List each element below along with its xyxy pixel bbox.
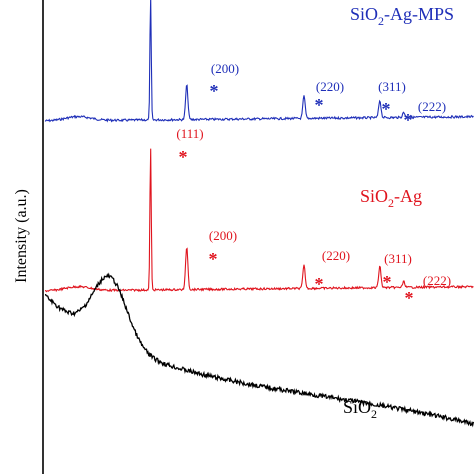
peak-marker-sio2-ag-4: *: [405, 288, 414, 308]
peak-marker-sio2-ag-1: *: [209, 249, 218, 269]
peak-marker-sio2-ag-3: *: [383, 272, 392, 292]
y-axis-label: Intensity (a.u.): [13, 189, 30, 283]
peak-label-sio2-ag-mps-4: (222): [418, 99, 446, 114]
peak-marker-sio2-ag-mps-2: *: [315, 95, 324, 115]
peak-label-sio2-ag-2: (220): [322, 248, 350, 263]
peak-marker-sio2-ag-0: *: [179, 147, 188, 167]
peak-label-sio2-ag-0: (111): [176, 126, 203, 141]
plot-frame: [42, 0, 44, 474]
peak-label-sio2-ag-3: (311): [384, 251, 412, 266]
series-label-sio2-ag: SiO2-Ag: [360, 186, 422, 210]
series-line-sio2-ag-mps: [44, 0, 474, 123]
peak-marker-sio2-ag-mps-4: *: [404, 110, 413, 130]
peak-label-sio2-ag-mps-1: (200): [211, 61, 239, 76]
series-layer: [44, 0, 474, 428]
peak-label-sio2-ag-1: (200): [209, 228, 237, 243]
peak-label-sio2-ag-mps-3: (311): [378, 79, 406, 94]
series-label-sio2-ag-mps: SiO2-Ag-MPS: [350, 4, 454, 28]
peak-marker-sio2-ag-mps-1: *: [210, 81, 219, 101]
peak-marker-sio2-ag-2: *: [315, 274, 324, 294]
series-label-sio2: SiO2: [343, 397, 377, 421]
label-layer: (200)* (220)*(311)* (222)*SiO2-Ag-MPS(111)…: [176, 4, 454, 421]
series-line-sio2-ag: [44, 148, 474, 293]
peak-label-sio2-ag-mps-2: (220): [316, 79, 344, 94]
peak-label-sio2-ag-4: (222): [423, 273, 451, 288]
peak-marker-sio2-ag-mps-3: *: [382, 99, 391, 119]
series-line-sio2: [44, 272, 474, 428]
